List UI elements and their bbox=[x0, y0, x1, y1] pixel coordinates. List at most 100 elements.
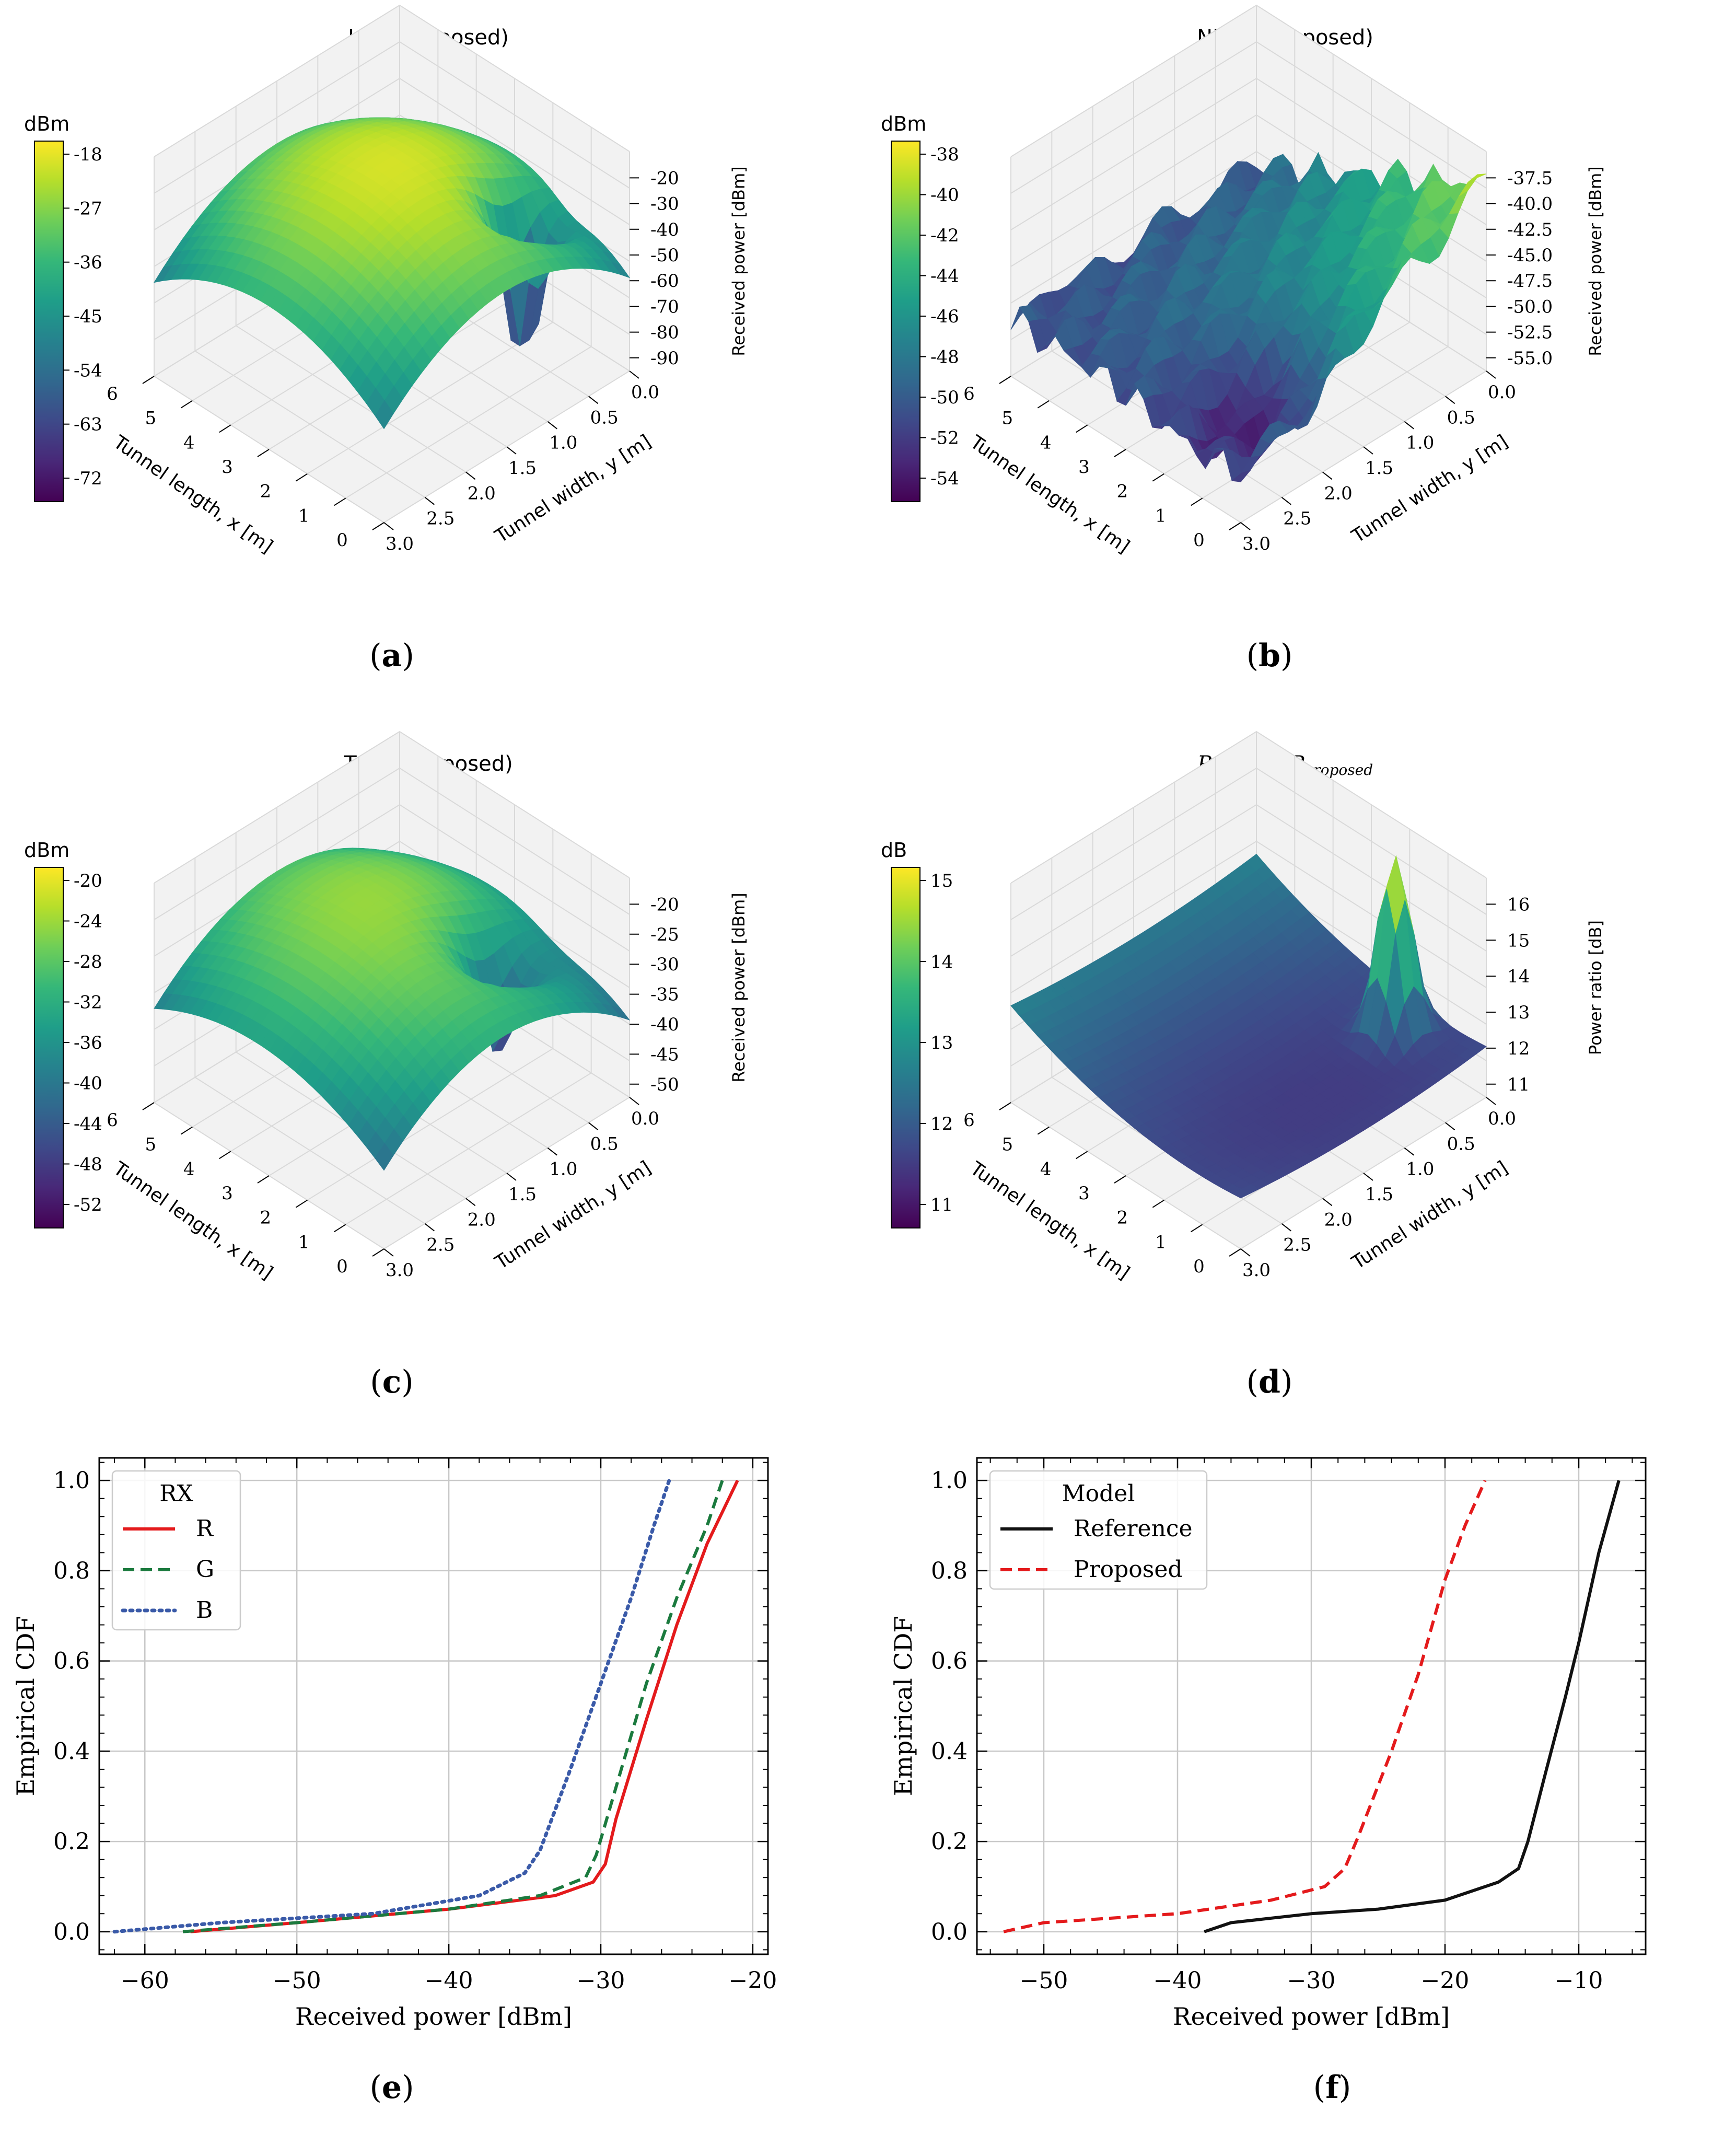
colorbar-tick-label: -52 bbox=[74, 1195, 102, 1215]
x-tick bbox=[257, 449, 270, 457]
y-tick bbox=[1322, 1198, 1333, 1207]
surface bbox=[1010, 853, 1487, 1199]
y-tick-label: 3.0 bbox=[1242, 1260, 1271, 1281]
caption-d: (d) bbox=[1246, 1364, 1293, 1400]
y-tick-label: 0.4 bbox=[931, 1738, 968, 1765]
grid-w bbox=[1010, 731, 1487, 884]
x-tick bbox=[142, 1102, 155, 1110]
x-tick bbox=[999, 1102, 1011, 1110]
y-tick bbox=[383, 1248, 394, 1257]
y-axis-label: Empirical CDF bbox=[889, 1616, 917, 1796]
y-tick-label: 0.0 bbox=[631, 382, 659, 403]
y-tick-label: 2.0 bbox=[1324, 483, 1353, 504]
z-tick-label: 16 bbox=[1507, 894, 1530, 915]
y-tick-label: 1.0 bbox=[549, 1159, 577, 1180]
colorbar-tick-label: -52 bbox=[930, 428, 959, 449]
x-tick-label: 3 bbox=[1078, 1183, 1090, 1204]
colorbar-tick-label: 11 bbox=[930, 1195, 953, 1215]
x-tick bbox=[334, 1224, 346, 1233]
z-tick-label: -55.0 bbox=[1507, 348, 1553, 369]
y-tick bbox=[629, 1097, 639, 1105]
y-tick-label: 1.5 bbox=[508, 1184, 537, 1205]
y-tick-label: 2.5 bbox=[1283, 508, 1311, 529]
y-tick bbox=[383, 522, 394, 530]
z-tick-label: -45.0 bbox=[1507, 245, 1553, 266]
y-tick-label: 0.5 bbox=[590, 407, 619, 428]
z-tick-label: -40 bbox=[650, 219, 679, 240]
y-tick bbox=[465, 471, 476, 480]
x-tick bbox=[999, 376, 1011, 384]
panel-f-cdf-model: −50 −40 −30 −20 −10 0.0 0.2 0.4 0.6 0.8 1.0 Receive… bbox=[878, 1432, 1734, 2061]
x-tick-label: −10 bbox=[1555, 1967, 1603, 1994]
caption-a: (a) bbox=[369, 637, 414, 674]
grid-w bbox=[1010, 4, 1487, 157]
y-tick-label: 0.4 bbox=[53, 1738, 90, 1765]
x-tick bbox=[1114, 1175, 1126, 1184]
colorbar-tick-label: -54 bbox=[74, 360, 102, 381]
y-tick-label: 2.5 bbox=[426, 508, 455, 529]
x-tick-label: 1 bbox=[1155, 505, 1167, 526]
x-tick bbox=[1229, 522, 1241, 530]
colorbar bbox=[34, 141, 64, 502]
y-tick-label: 0.0 bbox=[1488, 1108, 1516, 1129]
x-tick-label: 5 bbox=[145, 408, 157, 429]
legend-box bbox=[111, 1470, 241, 1631]
colorbar-tick-label: 15 bbox=[930, 871, 953, 891]
z-tick-label: -25 bbox=[650, 924, 679, 945]
z-tick-label: -47.5 bbox=[1507, 271, 1553, 292]
legend-entry-r: R bbox=[196, 1515, 214, 1542]
y-tick-label: 0.8 bbox=[931, 1558, 968, 1584]
colorbar bbox=[891, 141, 921, 502]
x-tick bbox=[372, 1248, 385, 1257]
x-tick bbox=[295, 1199, 308, 1208]
grid-w bbox=[154, 41, 630, 194]
y-tick bbox=[1240, 1248, 1251, 1257]
x-tick-label: −50 bbox=[1020, 1967, 1068, 1994]
y-tick bbox=[588, 396, 599, 404]
x-tick-label: 3 bbox=[222, 1183, 233, 1204]
x-tick bbox=[1152, 473, 1164, 482]
z-tick-label: -40.0 bbox=[1507, 194, 1553, 215]
y-tick bbox=[424, 1223, 435, 1232]
caption-b: (b) bbox=[1246, 637, 1293, 674]
z-tick-label: 12 bbox=[1507, 1038, 1530, 1059]
colorbar bbox=[34, 867, 64, 1228]
y-tick-label: 0.5 bbox=[1447, 407, 1475, 428]
x-tick-label: −20 bbox=[1421, 1967, 1470, 1994]
x-tick bbox=[1076, 1151, 1088, 1160]
x-tick-label: 4 bbox=[183, 1158, 195, 1179]
y-tick bbox=[1486, 1097, 1496, 1105]
colorbar-tick-label: -48 bbox=[930, 347, 959, 368]
y-tick-label: 0.2 bbox=[53, 1828, 90, 1855]
colorbar-tick-label: -45 bbox=[74, 306, 102, 327]
x-tick-label: −40 bbox=[1154, 1967, 1202, 1994]
y-tick bbox=[465, 1198, 476, 1207]
surface bbox=[153, 117, 631, 430]
grid-w bbox=[154, 767, 630, 920]
y-tick-label: 0.8 bbox=[53, 1558, 90, 1584]
x-tick-label: 5 bbox=[145, 1134, 157, 1155]
x-tick bbox=[180, 400, 193, 409]
plot-frame bbox=[98, 1457, 769, 1955]
legend: Model Reference Proposed bbox=[989, 1470, 1208, 1590]
surface-plot-a: LOS (proposed)65432103.02.52.01.51.00.50… bbox=[24, 4, 749, 558]
z-tick-label: -50.0 bbox=[1507, 296, 1553, 317]
colorbar-tick-label: 13 bbox=[930, 1033, 953, 1053]
x-tick bbox=[1191, 497, 1203, 506]
y-tick-label: 2.0 bbox=[468, 1209, 496, 1230]
z-tick-label: -52.5 bbox=[1507, 322, 1553, 343]
y-tick-label: 0.0 bbox=[631, 1108, 659, 1129]
colorbar-tick-label: -40 bbox=[74, 1073, 102, 1094]
series-line-reference bbox=[1204, 1480, 1621, 1933]
surface-plot-b: NLOS (proposed)65432103.02.52.01.51.00.5… bbox=[881, 4, 1605, 558]
x-tick-label: 6 bbox=[107, 384, 118, 404]
colorbar-tick-label: -36 bbox=[74, 1033, 102, 1053]
y-tick-label: 0.0 bbox=[931, 1919, 968, 1945]
x-tick-label: 2 bbox=[1117, 481, 1128, 502]
z-tick-label: -30 bbox=[650, 194, 679, 215]
caption-f: (f) bbox=[1313, 2069, 1351, 2106]
x-tick bbox=[219, 424, 231, 433]
x-tick-label: 3 bbox=[222, 457, 233, 478]
y-tick-label: 1.0 bbox=[1406, 1159, 1434, 1180]
x-tick bbox=[295, 473, 308, 482]
